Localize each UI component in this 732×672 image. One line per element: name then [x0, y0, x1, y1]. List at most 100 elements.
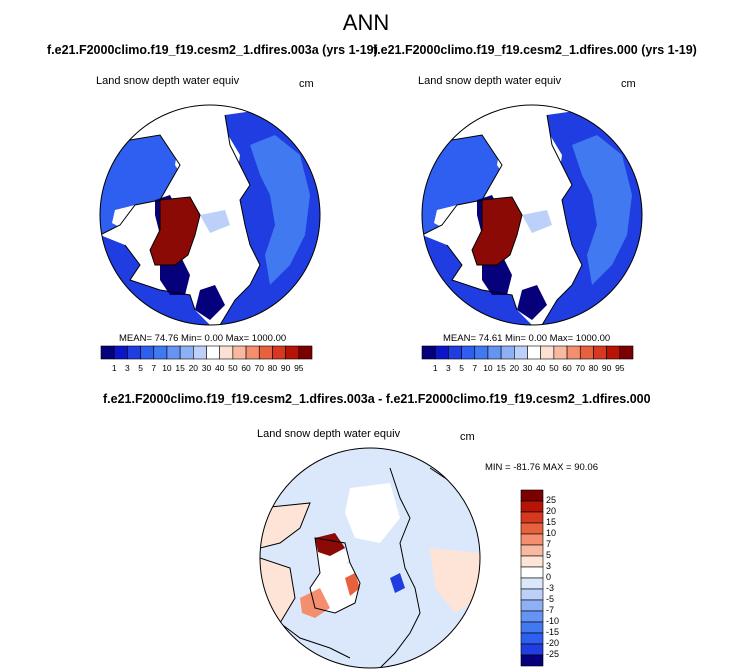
colorbar-swatch: [619, 345, 634, 360]
panel2-units-label: cm: [621, 78, 636, 90]
colorbar-swatch: [153, 345, 168, 360]
colorbar-tick-label: 7: [151, 363, 157, 373]
panel3-variable-label: Land snow depth water equiv: [257, 428, 401, 440]
colorbar-swatch: [166, 345, 181, 360]
colorbar-tick-label: 1: [432, 363, 438, 373]
colorbar-swatch: [421, 345, 436, 360]
colorbar-tick-label: -7: [546, 605, 555, 615]
colorbar-swatch: [520, 610, 544, 623]
colorbar-swatch: [461, 345, 476, 360]
colorbar-swatch: [140, 345, 155, 360]
panel1-case-title: f.e21.F2000climo.f19_f19.cesm2_1.dfires.…: [47, 43, 378, 57]
colorbar-swatch: [100, 345, 115, 360]
colorbar-tick-label: -5: [546, 594, 555, 604]
colorbar-tick-label: 15: [175, 363, 185, 373]
colorbar-tick-label: -15: [546, 627, 560, 637]
panel1-variable-label: Land snow depth water equiv: [96, 75, 240, 87]
panel2-case-title: f.e21.F2000climo.f19_f19.cesm2_1.dfires.…: [373, 43, 697, 57]
colorbar-swatch: [127, 345, 141, 360]
colorbar-tick-label: 70: [254, 363, 264, 373]
colorbar-tick-label: 60: [241, 363, 251, 373]
panel2-variable-label: Land snow depth water equiv: [418, 75, 562, 87]
panel1-stats: MEAN= 74.76 Min= 0.00 Max= 1000.00: [119, 333, 287, 344]
colorbar-swatch: [520, 544, 544, 557]
colorbar-swatch: [474, 345, 489, 360]
panel3-colorbar-labels: 25 20 15 10 7 5 3 0 -3 -5 -7 -10 -15 -20 -25: [546, 490, 586, 666]
colorbar-swatch: [520, 489, 544, 502]
colorbar-swatch: [520, 621, 544, 634]
colorbar-tick-label: 25: [546, 495, 557, 505]
colorbar-tick-label: 20: [188, 363, 199, 373]
colorbar-tick-label: 10: [483, 363, 493, 373]
colorbar-tick-label: 10: [162, 363, 172, 373]
colorbar-tick-label: 80: [267, 363, 278, 373]
colorbar-swatch: [520, 643, 544, 656]
colorbar-swatch: [520, 588, 544, 601]
colorbar-swatch: [520, 511, 544, 524]
colorbar-swatch: [272, 345, 286, 360]
colorbar-tick-label: 95: [615, 363, 625, 373]
colorbar-swatch: [520, 577, 544, 590]
colorbar-tick-label: 3: [125, 363, 130, 373]
colorbar-swatch: [500, 345, 515, 360]
colorbar-swatch: [219, 345, 234, 360]
colorbar-tick-label: 20: [546, 506, 557, 516]
colorbar-swatch: [540, 345, 555, 360]
panel1-map-fill: [100, 105, 320, 325]
panel3-colorbar: [520, 489, 544, 667]
colorbar-swatch: [179, 345, 194, 360]
colorbar-tick-label: 5: [459, 363, 464, 373]
colorbar-tick-label: 7: [546, 539, 552, 549]
panel2-stats: MEAN= 74.61 Min= 0.00 Max= 1000.00: [443, 333, 611, 344]
colorbar-swatch: [487, 345, 502, 360]
colorbar-tick-label: 5: [138, 363, 143, 373]
colorbar-swatch: [520, 632, 544, 645]
colorbar-swatch: [593, 345, 607, 360]
panel3-stats: MIN = -81.76 MAX = 90.06: [485, 462, 599, 473]
colorbar-tick-label: 70: [575, 363, 585, 373]
colorbar-tick-label: 3: [446, 363, 451, 373]
colorbar-swatch: [520, 555, 544, 568]
colorbar-swatch: [520, 654, 544, 667]
colorbar-swatch: [579, 345, 594, 360]
colorbar-tick-label: 90: [601, 363, 612, 373]
colorbar-tick-label: 95: [294, 363, 304, 373]
colorbar-tick-label: 80: [588, 363, 599, 373]
colorbar-swatch: [520, 566, 544, 579]
colorbar-tick-label: 20: [509, 363, 520, 373]
colorbar-swatch: [193, 345, 207, 360]
colorbar-swatch: [245, 345, 260, 360]
colorbar-tick-label: 3: [546, 561, 552, 571]
colorbar-swatch: [520, 522, 544, 535]
panel3-units-label: cm: [460, 431, 475, 443]
colorbar-swatch: [520, 599, 544, 612]
colorbar-tick-label: -3: [546, 583, 555, 593]
diff-title: f.e21.F2000climo.f19_f19.cesm2_1.dfires.…: [103, 392, 651, 406]
colorbar-swatch: [520, 533, 544, 546]
colorbar-swatch: [448, 345, 462, 360]
colorbar-tick-label: 30: [522, 363, 533, 373]
colorbar-tick-label: 40: [214, 363, 225, 373]
colorbar-tick-label: 15: [496, 363, 506, 373]
colorbar-tick-label: 30: [201, 363, 212, 373]
colorbar-tick-label: 7: [472, 363, 478, 373]
panel3-map-fill: [260, 448, 480, 668]
colorbar-tick-label: 60: [562, 363, 572, 373]
colorbar-swatch: [606, 345, 621, 360]
colorbar-swatch: [566, 345, 581, 360]
colorbar-swatch: [520, 500, 544, 513]
colorbar-swatch: [553, 345, 568, 360]
colorbar-swatch: [258, 345, 273, 360]
panel2-polar-map: [421, 104, 643, 326]
colorbar-tick-label: 50: [228, 363, 238, 373]
colorbar-tick-label: 15: [546, 517, 557, 527]
colorbar-tick-label: -20: [546, 638, 560, 648]
colorbar-swatch: [298, 345, 313, 360]
panel3-diff-map: [259, 447, 481, 669]
colorbar-swatch: [113, 345, 128, 360]
panel1-polar-map: [99, 104, 321, 326]
colorbar-swatch: [434, 345, 449, 360]
colorbar-swatch: [285, 345, 300, 360]
colorbar-tick-label: 50: [549, 363, 559, 373]
panel2-map-fill: [422, 105, 642, 325]
